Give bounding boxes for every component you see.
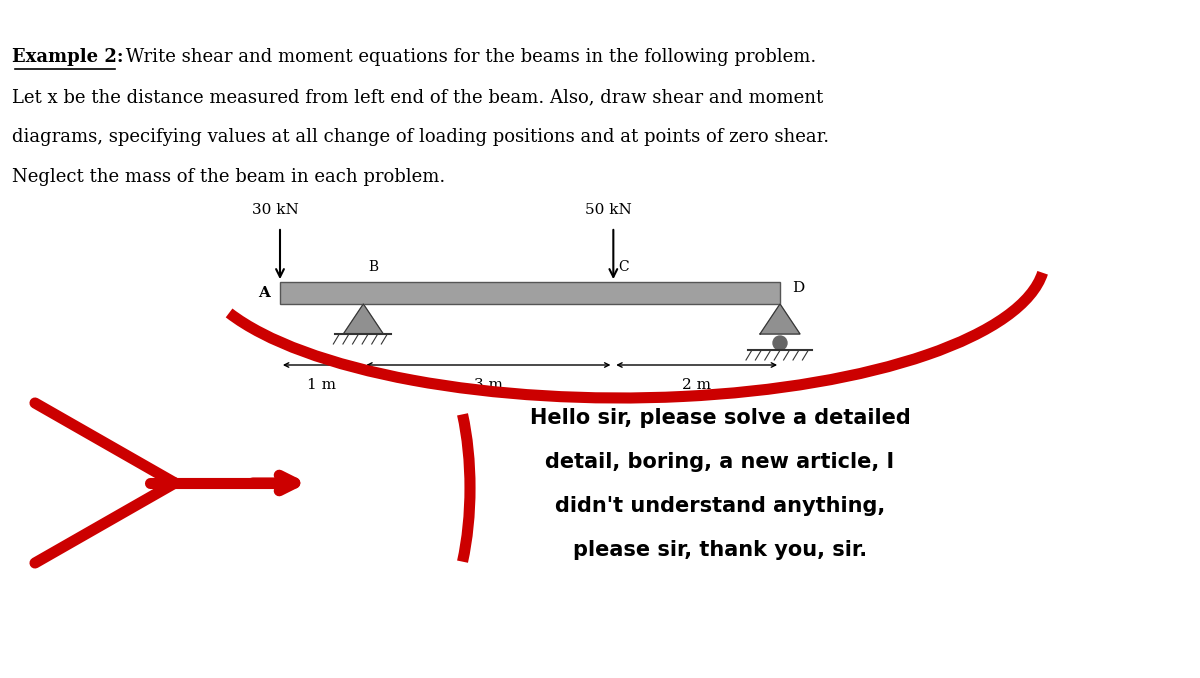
Text: Example 2:: Example 2: xyxy=(12,48,124,66)
Polygon shape xyxy=(760,304,800,334)
Text: detail, boring, a new article, I: detail, boring, a new article, I xyxy=(546,452,894,472)
Text: 30 kN: 30 kN xyxy=(252,203,299,217)
Polygon shape xyxy=(343,304,383,334)
Text: Hello sir, please solve a detailed: Hello sir, please solve a detailed xyxy=(529,408,911,428)
Bar xyxy=(280,282,780,304)
Text: please sir, thank you, sir.: please sir, thank you, sir. xyxy=(572,540,868,560)
Text: Write shear and moment equations for the beams in the following problem.: Write shear and moment equations for the… xyxy=(120,48,816,66)
Text: Neglect the mass of the beam in each problem.: Neglect the mass of the beam in each pro… xyxy=(12,168,445,186)
Text: Let x be the distance measured from left end of the beam. Also, draw shear and m: Let x be the distance measured from left… xyxy=(12,88,823,106)
Text: D: D xyxy=(792,281,804,295)
Text: B: B xyxy=(368,260,378,274)
Text: 50 kN: 50 kN xyxy=(584,203,631,217)
Text: C: C xyxy=(618,260,629,274)
Text: diagrams, specifying values at all change of loading positions and at points of : diagrams, specifying values at all chang… xyxy=(12,128,829,146)
Circle shape xyxy=(773,336,787,350)
Text: didn't understand anything,: didn't understand anything, xyxy=(554,496,886,516)
Text: A: A xyxy=(258,286,270,300)
Text: 1 m: 1 m xyxy=(307,378,336,392)
Text: 3 m: 3 m xyxy=(474,378,503,392)
Text: 2 m: 2 m xyxy=(682,378,712,392)
